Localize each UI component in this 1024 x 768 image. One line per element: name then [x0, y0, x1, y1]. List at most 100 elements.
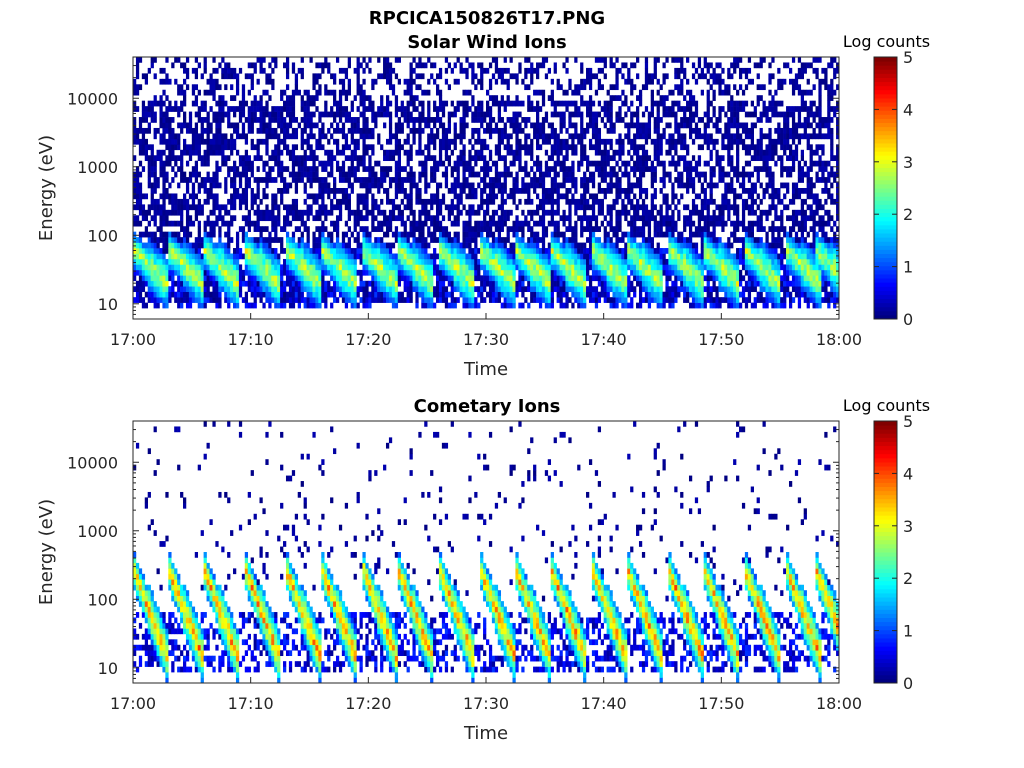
heat-cell [191, 182, 196, 189]
heat-cell [309, 280, 313, 287]
heat-cell [594, 149, 599, 156]
heat-cell [297, 67, 301, 74]
heat-cell [615, 269, 619, 276]
heat-cell [406, 198, 410, 205]
heat-cell [503, 291, 507, 298]
heat-cell [333, 78, 337, 85]
heat-cell [133, 215, 137, 222]
heat-cell [344, 144, 349, 151]
heat-cell [268, 177, 272, 183]
heat-cell [541, 127, 546, 134]
heat-cell [191, 264, 196, 271]
heat-cell [618, 166, 622, 172]
heat-cell [412, 258, 416, 265]
heat-cell [586, 177, 590, 183]
heat-cell [247, 73, 251, 80]
heat-cell [494, 62, 499, 69]
heat-cell [536, 275, 540, 282]
heat-cell [388, 73, 393, 80]
heat-cell [430, 198, 434, 205]
heat-cell [377, 133, 381, 140]
heat-cell [256, 127, 260, 134]
heat-cell [147, 297, 151, 303]
panel-solar-wind-ions: Solar Wind Ions 17:00 17:10 17:20 17:30 17:4… [36, 32, 930, 380]
heat-cell [315, 302, 319, 309]
heat-cell [377, 160, 381, 167]
heat-cell [415, 127, 419, 134]
heat-cell [165, 258, 169, 265]
heat-cell [265, 264, 269, 271]
heat-cell [415, 62, 419, 69]
heat-cell [465, 193, 469, 200]
heat-cell [503, 286, 507, 293]
heat-cell [433, 226, 437, 232]
heat-cell [338, 204, 343, 211]
heat-cell [550, 133, 554, 140]
heat-cell [591, 269, 596, 276]
heat-cell [306, 155, 310, 162]
heat-cell [409, 89, 413, 96]
heat-cell [394, 122, 399, 129]
heat-cell [180, 291, 184, 298]
heat-cell [162, 209, 166, 216]
heat-cell [471, 111, 475, 118]
heat-cell [515, 242, 519, 249]
heat-cell [209, 242, 213, 249]
heat-cell [285, 149, 290, 156]
heat-cell [400, 182, 404, 189]
heat-cell [594, 286, 599, 293]
heat-cell [483, 182, 487, 189]
heat-cell [218, 62, 222, 69]
heat-cell [262, 253, 266, 260]
heat-cell [388, 198, 393, 205]
heat-cell [427, 231, 431, 238]
heat-cell [356, 67, 360, 74]
heat-cell [294, 269, 299, 276]
heat-cell [347, 291, 351, 298]
heat-cell [271, 297, 275, 303]
heat-cell [256, 264, 260, 271]
heat-cell [327, 237, 331, 243]
heat-cell [277, 302, 281, 309]
heat-cell [262, 67, 266, 74]
heat-cell [350, 106, 354, 112]
heat-cell [541, 280, 546, 287]
heat-cell [541, 57, 546, 63]
heat-cell [462, 149, 466, 156]
heat-cell [259, 286, 263, 293]
heat-cell [615, 160, 619, 167]
heat-cell [497, 127, 502, 134]
heat-cell [265, 258, 269, 265]
heat-cell [309, 248, 313, 254]
heat-cell [433, 248, 437, 254]
heat-cell [291, 160, 296, 167]
heat-cell [230, 73, 234, 80]
heat-cell [536, 62, 540, 69]
heat-cell [597, 78, 602, 85]
heat-cell [603, 144, 607, 151]
heat-cell [165, 215, 169, 222]
heat-cell [347, 275, 351, 282]
heat-cell [521, 226, 525, 232]
heat-cell [394, 177, 399, 183]
heat-cell [347, 117, 351, 123]
heat-cell [418, 117, 422, 123]
heat-cell [380, 177, 384, 183]
heat-cell [215, 166, 219, 172]
heat-cell [556, 286, 560, 293]
heat-cell [477, 209, 481, 216]
heat-cell [327, 138, 331, 145]
heat-cell [200, 297, 204, 303]
heat-cell [321, 177, 325, 183]
heat-cell [350, 209, 354, 216]
heat-cell [518, 127, 522, 134]
heat-cell [197, 291, 201, 298]
heat-cell [165, 155, 169, 162]
heat-cell [356, 106, 360, 112]
heat-cell [574, 111, 578, 118]
heat-cell [494, 220, 499, 227]
heat-cell [197, 258, 201, 265]
heat-cell [512, 117, 516, 123]
heat-cell [265, 209, 269, 216]
heat-cell [180, 264, 184, 271]
